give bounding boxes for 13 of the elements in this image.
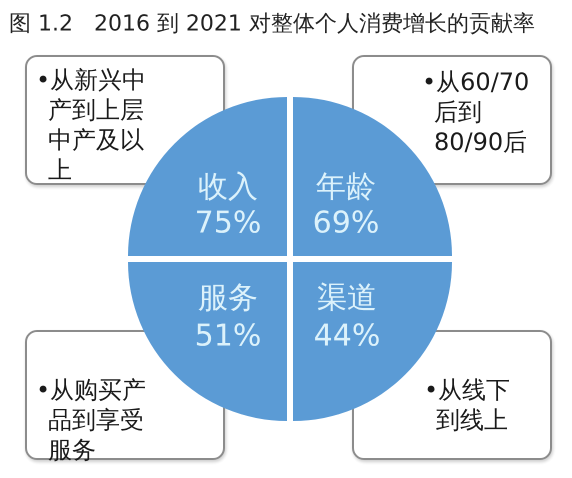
category-label: 服务 xyxy=(198,280,258,316)
category-label: 年龄 xyxy=(316,170,376,204)
text: •从线下到线上 xyxy=(424,375,511,435)
data-label: 44% xyxy=(314,318,380,354)
category-label: 渠道 xyxy=(317,280,377,316)
text: •从60/70后到80/90后 xyxy=(422,67,530,157)
data-label: 51% xyxy=(194,318,262,354)
text: 图 1.2 2016 到 2021 对整体个人消费增长的贡献率 xyxy=(9,12,535,36)
text: •从购买产品到享受服务 xyxy=(36,375,148,465)
text: •从新兴中产到上层中产及以上 xyxy=(36,65,148,185)
category-label: 收入 xyxy=(198,170,258,204)
data-label: 69% xyxy=(312,206,380,240)
data-label: 75% xyxy=(194,206,262,240)
